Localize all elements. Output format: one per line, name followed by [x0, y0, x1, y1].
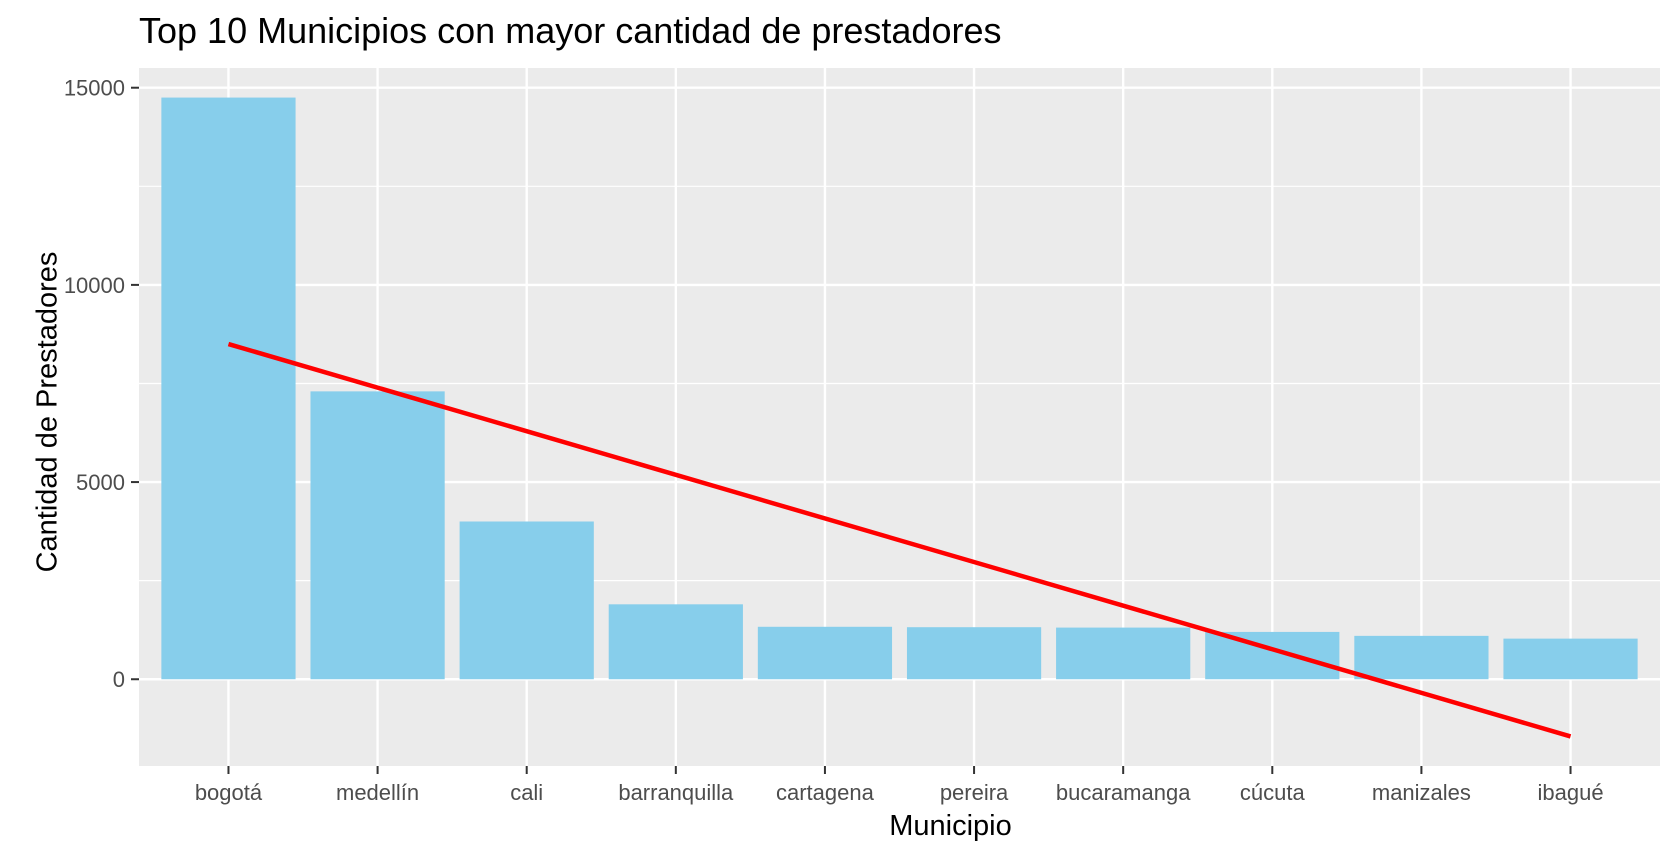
trend [227, 341, 1572, 739]
x-tick-label-ibagué: ibagué [1537, 780, 1603, 805]
x-tick-label-cartagena: cartagena [776, 780, 875, 805]
bar-pereira [906, 627, 1042, 680]
bar-cali [459, 521, 594, 680]
bar-ibagué [1503, 638, 1638, 680]
x-ticks: bogotá medellín cali barranquilla cartagena p… [195, 766, 1604, 805]
bar-barranquilla [608, 604, 743, 680]
y-axis-label: Cantidad de Prestadores [31, 251, 64, 573]
x-axis-label: Municipio [889, 810, 1012, 842]
y-tick-label: 0 [113, 667, 125, 692]
bar-cartagena [757, 626, 893, 680]
x-tick-label-bucaramanga: bucaramanga [1056, 780, 1191, 805]
chart-title: Top 10 Municipios con mayor cantidad de … [139, 10, 1002, 51]
x-tick-label-cúcuta: cúcuta [1240, 780, 1306, 805]
x-tick-label-manizales: manizales [1372, 780, 1471, 805]
bar-cúcuta [1205, 631, 1340, 680]
y-tick-label: 15000 [64, 76, 125, 101]
bar-manizales [1354, 635, 1489, 680]
bar-bogotá [161, 97, 296, 680]
y-ticks: 0 5000 10000 15000 [64, 76, 139, 692]
x-tick-label-cali: cali [510, 780, 543, 805]
x-tick-label-pereira: pereira [940, 780, 1009, 805]
x-tick-label-medellín: medellín [336, 780, 419, 805]
x-tick-label-barranquilla: barranquilla [618, 780, 734, 805]
bars [161, 97, 1638, 680]
y-tick-label: 10000 [64, 273, 125, 298]
x-tick-label-bogotá: bogotá [195, 780, 263, 805]
y-tick-label: 5000 [76, 470, 125, 495]
trend-line [227, 341, 1572, 739]
bar-medellín [310, 391, 445, 680]
bar-bucaramanga [1056, 627, 1191, 680]
